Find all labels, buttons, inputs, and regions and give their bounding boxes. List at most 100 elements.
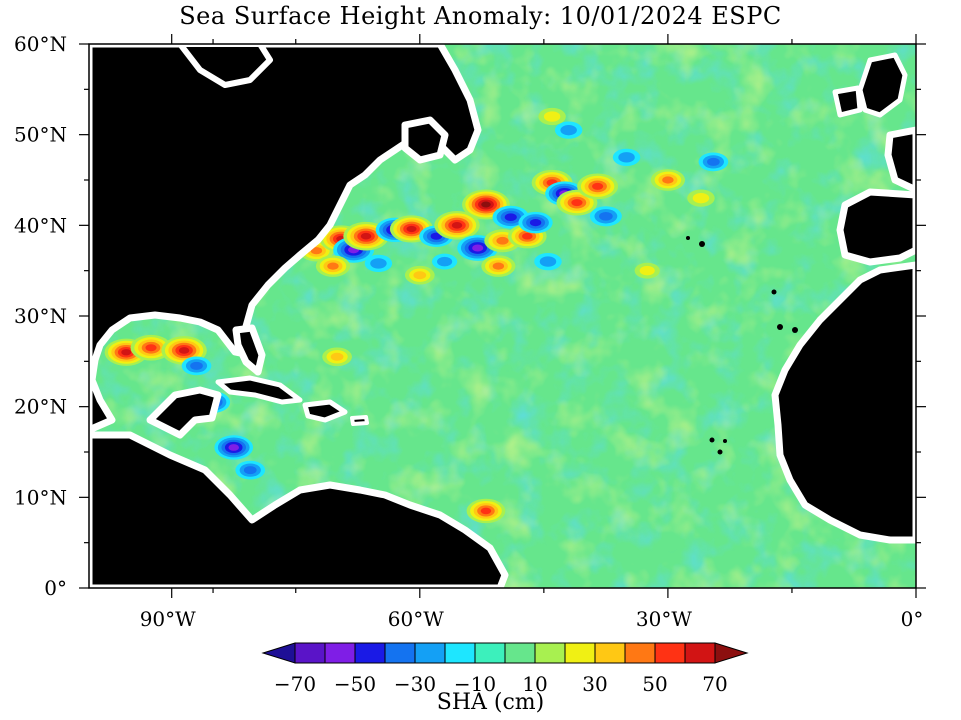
anomaly-contour: [496, 236, 509, 245]
lat-tick-label: 10°N: [14, 485, 67, 509]
anomaly-eddy: [538, 107, 566, 126]
anomaly-eddy: [687, 189, 715, 207]
anomaly-eddy: [364, 254, 393, 273]
colorbar-tick-label: 70: [702, 672, 727, 696]
anomaly-eddy: [214, 435, 254, 460]
anomaly-contour: [190, 361, 203, 370]
land-africa: [771, 261, 916, 544]
anomaly-contour: [360, 232, 372, 240]
anomaly-contour: [310, 247, 323, 255]
land-france: [884, 126, 916, 194]
anomaly-eddy: [404, 265, 435, 285]
ocean-field: [89, 44, 916, 588]
land-south-america: [89, 431, 509, 588]
anomaly-eddy: [698, 152, 729, 172]
anomaly-contour: [522, 232, 533, 240]
anomaly-eddy: [434, 211, 480, 240]
lon-tick-label: 0°: [901, 607, 924, 631]
colorbar-swatch: [384, 642, 416, 664]
anomaly-eddy: [589, 206, 622, 227]
colorbar-over-triangle: [714, 642, 749, 664]
colorbar-swatch: [594, 642, 626, 664]
colorbar-tick-labels: −70 −50 −30 −10 10 30 50 70: [274, 672, 728, 696]
colorbar-swatch: [564, 642, 596, 664]
anomaly-contour: [178, 347, 190, 354]
colorbar-swatch: [294, 642, 326, 664]
lon-tick-label: 90°W: [140, 607, 196, 631]
anomaly-contour: [529, 219, 542, 227]
anomaly-contour: [472, 244, 484, 252]
axis-ticks: [79, 34, 926, 598]
anomaly-contour: [571, 199, 583, 207]
anomaly-eddy: [534, 252, 562, 271]
anomaly-eddy: [432, 253, 458, 270]
anomaly-eddy: [612, 148, 641, 166]
anomaly-contour: [406, 225, 417, 233]
colorbar-tick-label: 50: [642, 672, 667, 696]
land-arctic-islands: [177, 44, 273, 88]
anomaly-contour: [539, 256, 557, 267]
anomaly-eddy: [650, 169, 686, 191]
land-newfoundland: [401, 116, 449, 164]
anomaly-eddy: [554, 121, 583, 139]
lat-tick-label: 0°: [44, 576, 67, 600]
anomaly-contour: [662, 176, 674, 184]
anomaly-contour: [370, 258, 387, 269]
lat-tick-label: 60°N: [14, 32, 67, 56]
island-canaries-1: [777, 324, 783, 330]
island-canaries-2: [792, 327, 798, 333]
land-cuba: [215, 375, 303, 405]
land-yucatan: [146, 386, 222, 439]
colorbar-under-triangle: [261, 642, 296, 664]
colorbar-tick-label: −50: [334, 672, 376, 696]
island-cape-verde-2: [717, 449, 723, 455]
anomaly-contour: [430, 232, 443, 240]
anomaly-contour: [121, 349, 132, 356]
anomaly-contour: [330, 352, 344, 361]
anomaly-contour: [543, 111, 561, 122]
anomaly-contour: [480, 507, 492, 515]
anomaly-contour: [228, 444, 240, 451]
colorbar-tick-label: 10: [522, 672, 547, 696]
axis-labels: 60°N 50°N 40°N 30°N 20°N 10°N 0° 90°W 60°W 30°W 0°: [14, 32, 923, 631]
anomaly-eddy: [634, 262, 660, 279]
colorbar-label: SHA (cm): [436, 690, 545, 715]
colorbar-tick-label: −30: [394, 672, 436, 696]
colorbar-swatch: [444, 642, 476, 664]
colorbar-tick-label: −70: [274, 672, 316, 696]
colorbar-swatch: [534, 642, 566, 664]
colorbar-tick-label: 30: [582, 672, 607, 696]
small-islands: [686, 236, 798, 455]
anomaly-contour: [327, 262, 339, 270]
colorbar: [261, 642, 749, 664]
land-masses: [89, 44, 916, 588]
anomaly-eddy: [518, 211, 553, 234]
anomaly-eddy: [481, 255, 516, 277]
colorbar-swatch: [654, 642, 686, 664]
anomaly-contour: [504, 213, 517, 221]
anomaly-eddy: [577, 173, 619, 200]
land-north-america: [89, 44, 482, 434]
land-ireland: [832, 85, 863, 118]
lat-tick-label: 50°N: [14, 123, 67, 147]
chart-title: Sea Surface Height Anomaly: 10/01/2024 E…: [179, 2, 782, 30]
island-madeira: [771, 289, 777, 295]
anomaly-eddy: [466, 498, 506, 524]
island-cape-verde-1: [709, 437, 715, 443]
island-cape-verde-3: [723, 439, 727, 443]
anomaly-contour: [145, 344, 157, 352]
anomaly-eddy: [130, 334, 172, 361]
anomaly-contour: [618, 152, 635, 163]
colorbar-swatch: [474, 642, 506, 664]
colorbar-swatch: [414, 642, 446, 664]
colorbar-tick-label: −10: [454, 672, 496, 696]
colorbar-swatch: [324, 642, 356, 664]
anomaly-contour: [243, 466, 257, 475]
lat-tick-label: 30°N: [14, 304, 67, 328]
land-florida: [232, 324, 266, 376]
anomaly-eddy: [235, 460, 266, 480]
colorbar-swatch: [504, 642, 536, 664]
lat-tick-label: 20°N: [14, 395, 67, 419]
anomaly-contour: [692, 192, 710, 204]
